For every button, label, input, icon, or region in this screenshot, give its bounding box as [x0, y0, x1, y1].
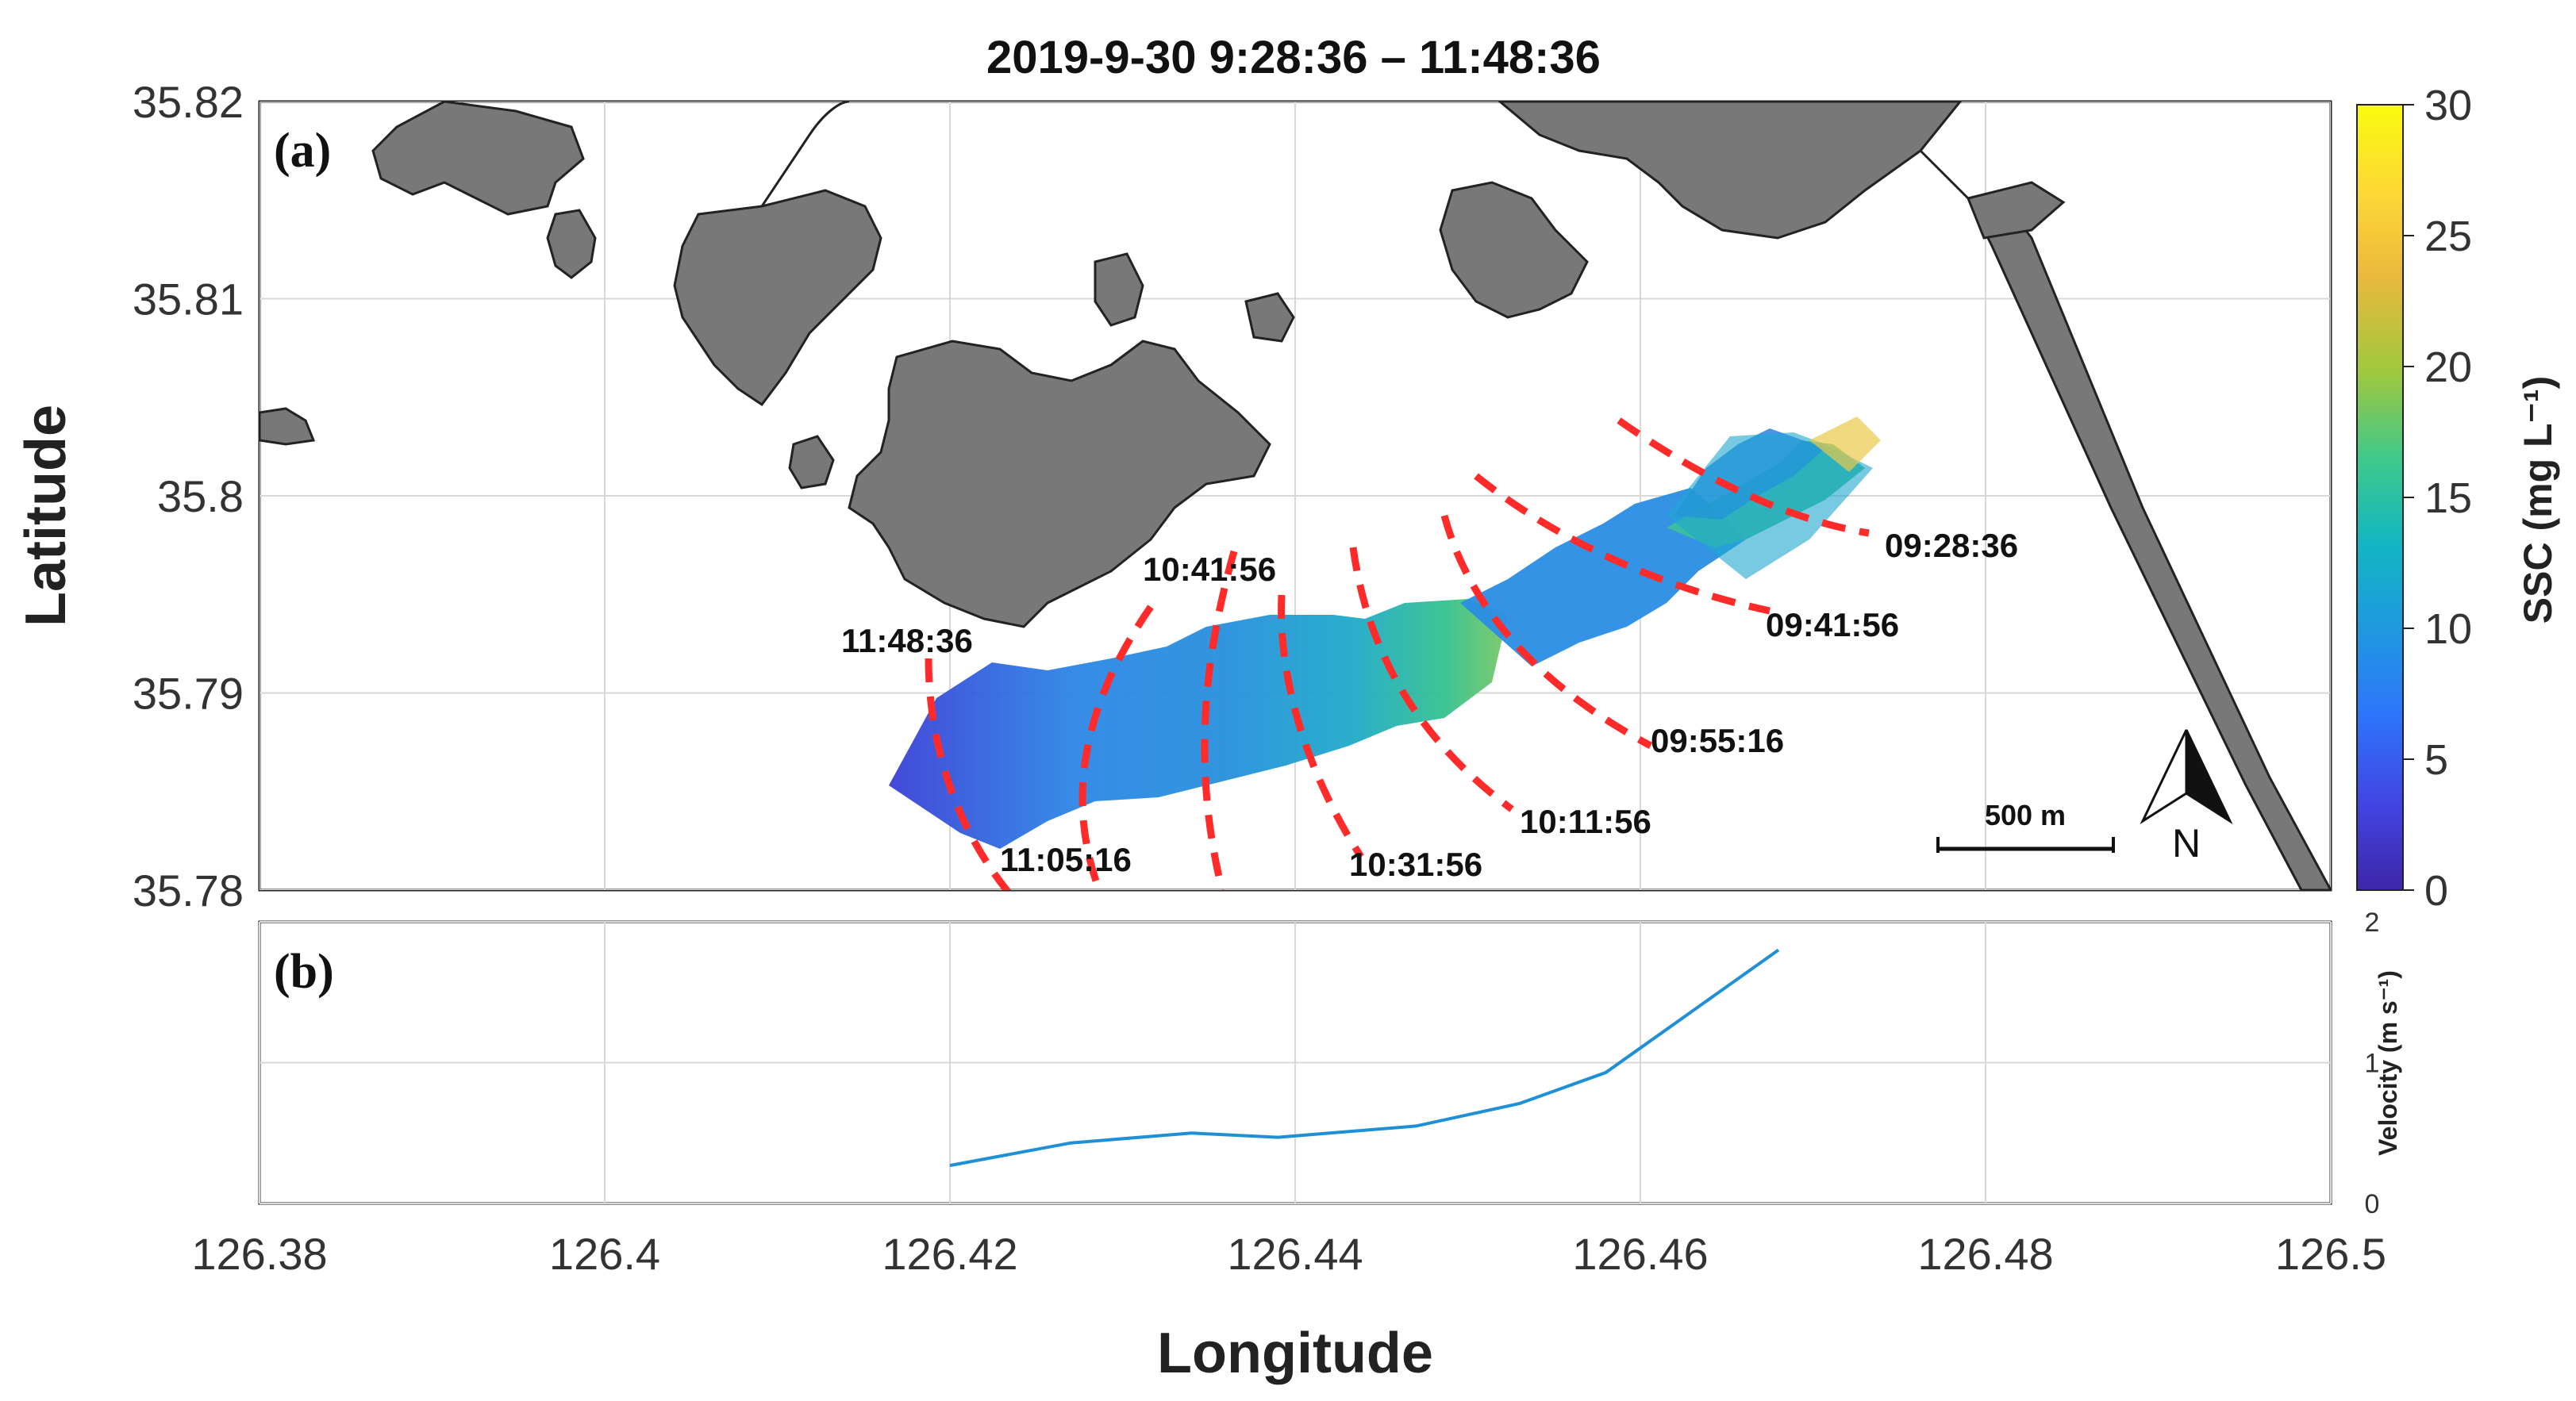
land-seawall-tip	[1966, 181, 2066, 240]
x-axis-ticks: 126.38 126.4 126.42 126.44 126.46 126.48 126.5	[191, 1229, 2386, 1279]
velocity-tick-label: 2	[2365, 908, 2380, 938]
land-central-small	[1094, 252, 1144, 327]
cross-section-lines	[925, 417, 1870, 890]
land-northeast-island	[1439, 181, 1589, 319]
cross-section-line-0928	[1617, 417, 1870, 537]
cross-section-line-1105	[1078, 605, 1154, 890]
time-label-1148: 11:48:36	[841, 622, 973, 659]
panel-b-ylabel: Velocity (m s⁻¹)	[2374, 970, 2402, 1156]
time-label-1105: 11:05:16	[1000, 841, 1132, 878]
colorbar-tick-label: 10	[2424, 605, 2472, 653]
colorbar-ticks: 0 5 10 15 20 25 30	[2403, 82, 2472, 915]
colorbar-tick-label: 15	[2424, 474, 2472, 522]
time-label-1031: 10:31:56	[1349, 846, 1482, 883]
panel-b-grid	[259, 921, 2332, 1204]
x-axis-label: Longitude	[1157, 1322, 1433, 1385]
velocity-tick-label: 1	[2365, 1049, 2380, 1079]
colorbar-gradient	[2356, 104, 2404, 891]
x-tick-label: 126.4	[549, 1229, 660, 1279]
y-tick-label: 35.8	[157, 471, 244, 521]
x-tick-label: 126.44	[1227, 1229, 1363, 1279]
scale-bar: 500 m	[1936, 799, 2115, 853]
scale-bar-label: 500 m	[1985, 799, 2066, 831]
x-tick-label: 126.46	[1572, 1229, 1708, 1279]
ssc-swath-patch	[1809, 416, 1881, 472]
cross-section-line-1031	[1278, 594, 1364, 859]
land-central-north	[673, 189, 882, 407]
cross-section-line-1148	[925, 658, 1012, 890]
land-northwest-island	[371, 102, 585, 216]
panel-b: (b) 0 1 2 Velocity (m s⁻¹)	[258, 908, 2402, 1219]
x-tick-label: 126.42	[882, 1229, 1017, 1279]
north-label: N	[2172, 821, 2201, 866]
causeway-lines	[760, 102, 1970, 207]
land-west-small-island	[546, 209, 597, 279]
panel-b-yticks: 0 1 2	[2365, 908, 2380, 1219]
panel-a-ylabel: Latitude	[14, 405, 78, 627]
cross-section-line-0941	[1474, 473, 1771, 615]
x-tick-label: 126.38	[191, 1229, 327, 1279]
colorbar-tick-label: 30	[2424, 82, 2472, 129]
land-masses	[260, 102, 2331, 890]
x-tick-label: 126.5	[2275, 1229, 2386, 1279]
y-tick-label: 35.82	[133, 77, 244, 127]
colorbar-tick-label: 5	[2424, 736, 2448, 784]
velocity-tick-label: 0	[2365, 1189, 2380, 1219]
time-label-1041: 10:41:56	[1143, 551, 1276, 588]
land-islet-a	[1244, 292, 1295, 343]
causeway-west	[760, 102, 850, 207]
time-label-0955: 09:55:16	[1651, 722, 1784, 759]
ssc-swath-middle	[1460, 488, 1746, 666]
land-islet-b	[788, 435, 835, 489]
panel-a-label: (a)	[274, 124, 331, 178]
figure-title: 2019-9-30 9:28:36 – 11:48:36	[986, 32, 1601, 83]
ssc-swath-west	[889, 599, 1508, 849]
time-label-0941: 09:41:56	[1766, 606, 1899, 643]
panel-a: 09:28:36 09:41:56 09:55:16 10:11:56 10:3…	[14, 77, 2332, 915]
y-tick-label: 35.81	[133, 274, 244, 324]
causeway-east	[1919, 149, 1970, 200]
north-arrow-icon: N	[2140, 729, 2233, 866]
colorbar-tick-label: 25	[2424, 213, 2472, 260]
land-west-edge	[260, 407, 316, 446]
colorbar-label: SSC (mg L⁻¹)	[2516, 376, 2560, 624]
x-tick-label: 126.48	[1917, 1229, 2053, 1279]
panel-b-label: (b)	[274, 945, 334, 999]
time-label-1011: 10:11:56	[1520, 803, 1651, 840]
colorbar-tick-label: 20	[2424, 344, 2472, 391]
cross-section-labels: 09:28:36 09:41:56 09:55:16 10:11:56 10:3…	[841, 527, 2018, 883]
colorbar: 0 5 10 15 20 25 30 SSC (mg L⁻¹)	[2356, 82, 2560, 915]
velocity-line	[949, 948, 1780, 1168]
land-main-island	[848, 340, 1271, 628]
panel-a-yticks: 35.78 35.79 35.8 35.81 35.82	[133, 77, 244, 915]
time-label-0928: 09:28:36	[1885, 527, 2018, 564]
y-tick-label: 35.79	[133, 669, 244, 719]
colorbar-tick-label: 0	[2424, 867, 2448, 915]
cross-section-line-1041	[1201, 550, 1238, 890]
y-tick-label: 35.78	[133, 866, 244, 915]
